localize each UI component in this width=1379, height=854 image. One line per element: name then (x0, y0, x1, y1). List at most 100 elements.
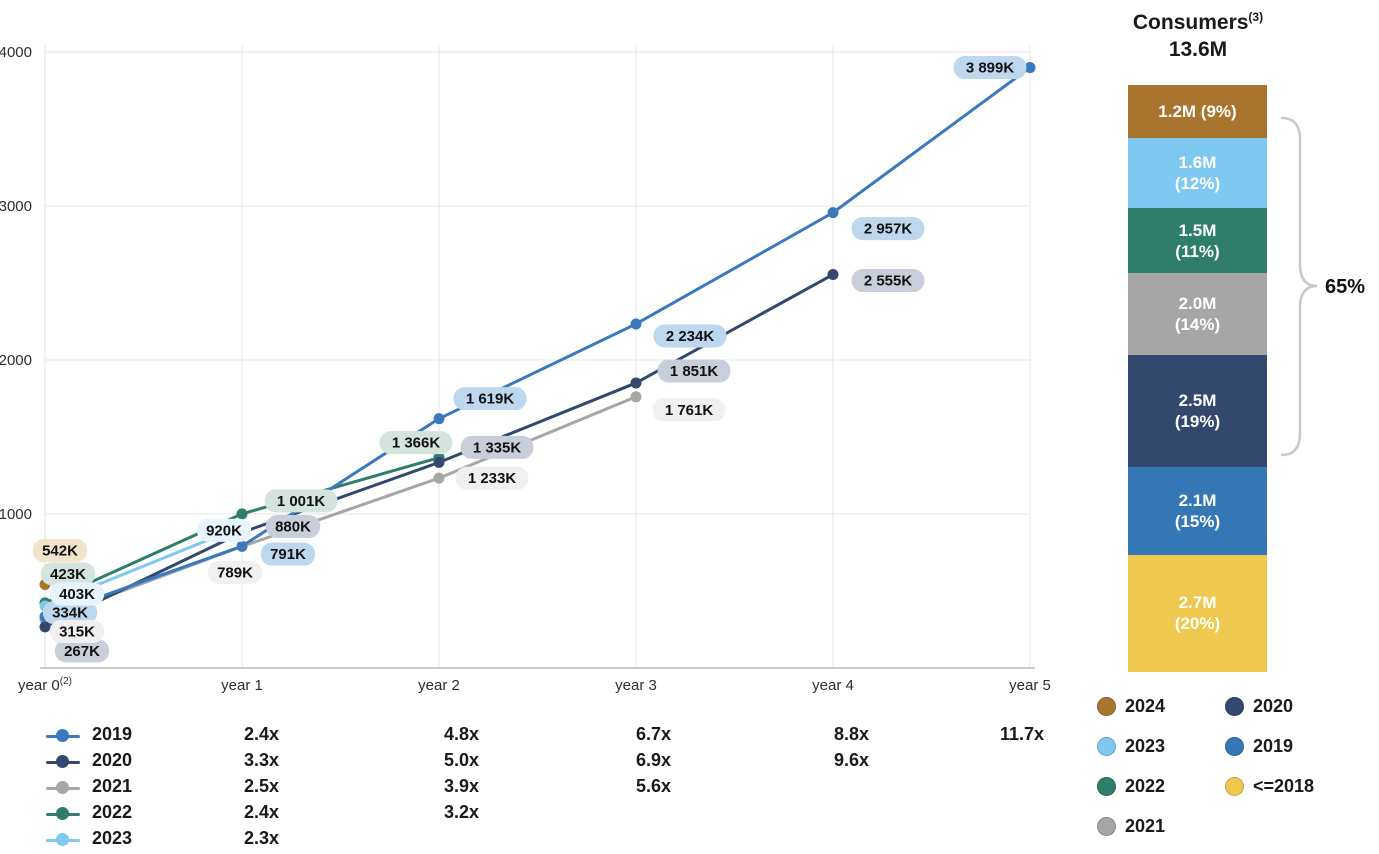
multiplier-value: 5.6x (636, 776, 672, 796)
brace-shape (1280, 116, 1318, 457)
point-label-pill (32, 539, 88, 563)
legend-swatch (1225, 696, 1244, 716)
point-label-pill (657, 359, 731, 383)
point-label-pill (54, 639, 110, 663)
consumers-title: Consumers (1132, 11, 1249, 34)
legend-swatch (1097, 776, 1116, 796)
legend-swatch (1097, 816, 1116, 836)
consumers-title-line: Consumers(3) (1103, 4, 1293, 36)
x-axis-label: year 0(2) (18, 676, 72, 694)
point-label-pill (453, 387, 527, 411)
multiplier-value: 2.3x (244, 828, 280, 848)
series-marker-dot (56, 729, 69, 742)
bar-segment-label: (19%) (1174, 411, 1221, 431)
legend-item-2022: 2022 (1097, 775, 1165, 797)
series-year-label: 2020 (92, 750, 133, 770)
point-label: 334K (52, 605, 88, 622)
point-label-pill (652, 398, 726, 422)
multiplier-value: 6.7x (636, 724, 672, 744)
legend-label: 2023 (1125, 735, 1166, 756)
multiplier-row-2019: 2019 2.4x 4.8x 6.7x 8.8x 11.7x (0, 723, 1060, 749)
series-year-label: 2019 (92, 724, 133, 744)
point-label: 920K (206, 522, 242, 539)
series-line-2019 (43, 66, 1032, 619)
multiplier-value: 3.3x (244, 750, 280, 770)
bar-segment-label: (15%) (1174, 511, 1221, 531)
legend-swatch (1097, 736, 1116, 756)
data-point-2020 (433, 456, 445, 468)
consumers-total: 13.6M (1168, 38, 1228, 61)
point-label: 1 335K (473, 439, 522, 456)
bar-segment-label: 1.5M (1178, 220, 1217, 240)
point-label-pill (49, 582, 105, 606)
point-label-pill (40, 562, 96, 586)
point-label: 1 851K (670, 363, 719, 380)
consumers-header: Consumers(3) 13.6M (1103, 4, 1293, 63)
multiplier-value: 3.9x (444, 776, 480, 796)
multiplier-row-2022: 2022 2.4x 3.2x (0, 801, 1060, 827)
point-label-pill (460, 435, 534, 459)
consumers-title-superscript: (3) (1248, 10, 1264, 24)
legend-label: 2024 (1125, 695, 1166, 716)
bar-segment-2022: 1.5M (11%) (1128, 208, 1267, 273)
x-axis-label: year 1 (221, 677, 263, 694)
series-marker-dot (56, 781, 69, 794)
series-marker-dot (56, 807, 69, 820)
data-point-2019 (433, 413, 445, 425)
point-label-pill (264, 489, 338, 513)
point-label-pill (953, 56, 1027, 80)
data-point-2020 (630, 377, 642, 389)
bar-segment-label: (12%) (1174, 174, 1221, 194)
data-point-2019 (236, 540, 248, 552)
point-label: 880K (275, 518, 311, 535)
legend-item-2023: 2023 (1097, 735, 1165, 757)
legend-item-2019: 2019 (1225, 735, 1293, 757)
legend-label: 2022 (1125, 775, 1166, 796)
series-year-label: 2023 (92, 828, 133, 848)
point-label-pill (207, 560, 263, 584)
cohort-line-chart: 1000 2000 3000 4000 year 0(2) year 1 year 2 yea… (0, 44, 1051, 694)
legend-label: 2020 (1253, 695, 1294, 716)
point-label: 1 619K (466, 391, 515, 408)
legend-label: 2019 (1253, 735, 1294, 756)
point-label: 3 899K (966, 60, 1015, 77)
series-2019 (39, 62, 1036, 623)
point-label-pill (196, 518, 252, 542)
legend-label: 2021 (1125, 815, 1166, 836)
bar-segment-label: 2.0M (1178, 293, 1217, 313)
point-label-pill (379, 431, 453, 455)
bar-segment-2021: 2.0M (14%) (1128, 272, 1267, 355)
data-point-2020 (827, 269, 839, 281)
data-point-2019 (1024, 62, 1036, 74)
series-marker-dot (56, 755, 69, 768)
multiplier-value: 3.2x (444, 802, 480, 822)
point-label: 542K (42, 543, 78, 560)
bar-segment-label: 1.6M (1178, 153, 1217, 173)
legend-label: <=2018 (1253, 775, 1315, 796)
point-label-pill (851, 269, 925, 293)
multiplier-value: 5.0x (444, 750, 480, 770)
y-tick-label: 2000 (0, 352, 32, 369)
x-axis-label: year 4 (812, 677, 854, 694)
bar-segment-label: (20%) (1174, 614, 1221, 634)
data-point-2019 (630, 318, 642, 330)
point-labels: 334K 791K 1 619K 2 234K 2 957K 3 899K 267K 880K… (32, 56, 1027, 663)
multiplier-value: 2.4x (244, 802, 280, 822)
point-label: 1 761K (665, 402, 714, 419)
y-tick-label: 1000 (0, 506, 32, 523)
multiplier-value: 2.5x (244, 776, 280, 796)
bar-segment-label: 2.1M (1178, 490, 1217, 510)
y-tick-label: 4000 (0, 44, 32, 61)
data-point-2020 (39, 621, 51, 633)
multiplier-value: 4.8x (444, 724, 480, 744)
x-axis-label: year 3 (615, 677, 657, 694)
multiplier-value: 6.9x (636, 750, 672, 770)
point-label: 2 555K (864, 273, 913, 290)
point-label: 403K (59, 586, 95, 603)
data-point-2021 (630, 391, 642, 403)
point-label: 1 233K (468, 470, 517, 487)
bracket-percentage: 65% (1325, 276, 1365, 298)
bar-segment-label: 2.5M (1178, 390, 1217, 410)
series-2021 (39, 391, 642, 625)
